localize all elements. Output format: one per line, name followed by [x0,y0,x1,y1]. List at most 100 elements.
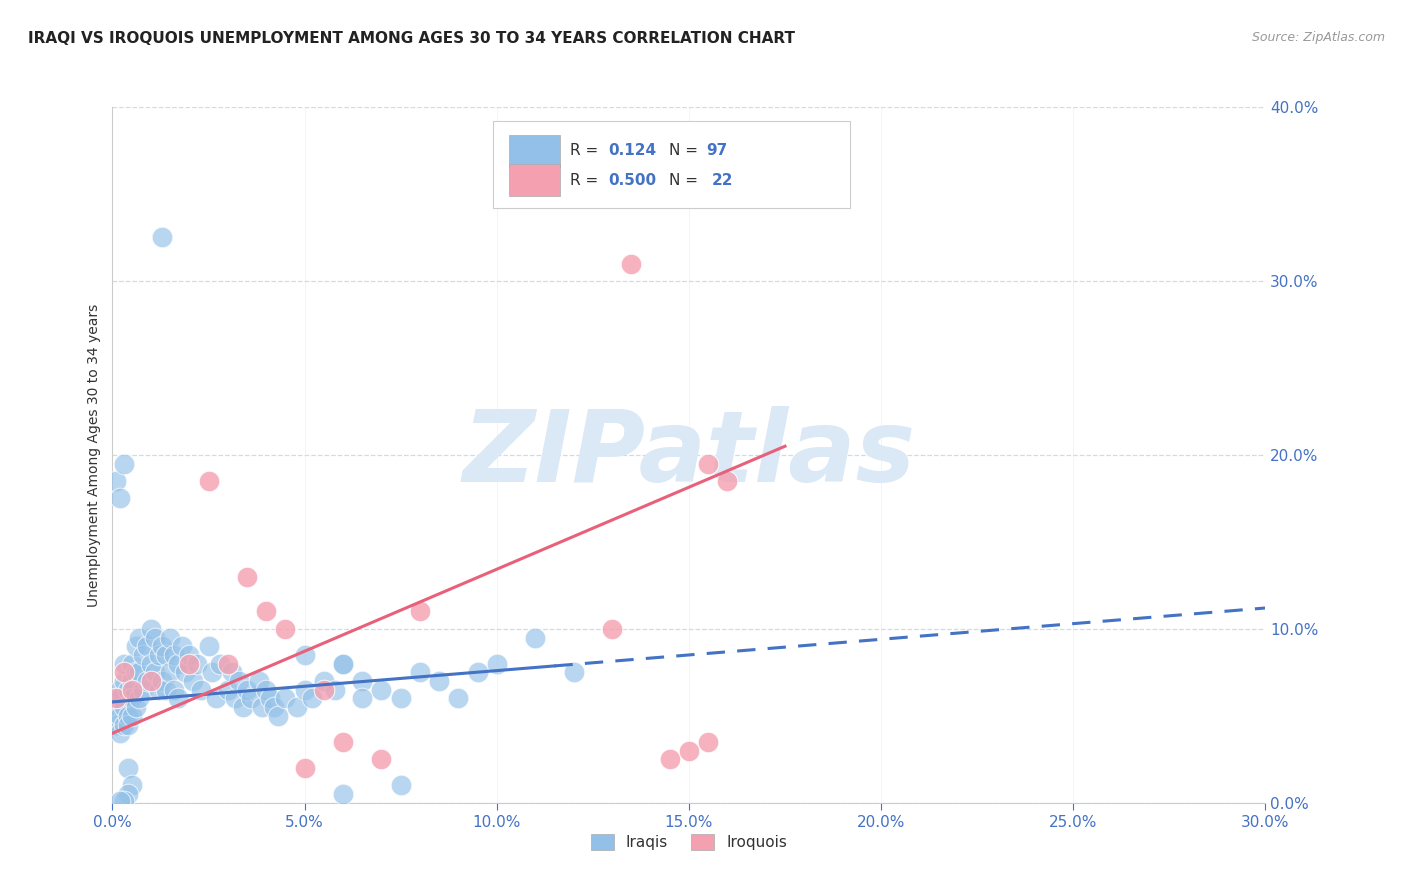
Point [294,682,316,697]
Point [332,657,354,671]
Point [117,708,139,723]
Point [152,639,174,653]
Point [148,648,170,662]
Point [197,474,219,488]
Point [332,787,354,801]
Point [155,682,177,697]
Point [108,726,131,740]
Point [190,682,212,697]
Text: 0.500: 0.500 [609,172,657,187]
Point [221,665,243,680]
Point [136,639,159,653]
Point [108,708,131,723]
Point [224,691,246,706]
Point [389,778,412,793]
Point [239,691,262,706]
Point [121,691,143,706]
Point [232,700,254,714]
Point [128,691,150,706]
Point [121,674,143,689]
Point [148,682,170,697]
Point [697,457,720,471]
Point [467,665,489,680]
Point [128,631,150,645]
Text: ZIPatlas: ZIPatlas [463,407,915,503]
Point [678,744,700,758]
Point [143,631,166,645]
Point [205,691,228,706]
Point [152,674,174,689]
FancyBboxPatch shape [509,164,560,196]
Text: 97: 97 [706,144,727,159]
Point [217,657,239,671]
Point [117,787,139,801]
Point [117,761,139,775]
Point [112,674,135,689]
Point [370,682,392,697]
Point [294,761,316,775]
Point [132,648,155,662]
Point [620,257,643,271]
Point [139,622,162,636]
Point [716,474,738,488]
Point [105,717,128,731]
Point [389,691,412,706]
Point [139,674,162,689]
Point [301,691,323,706]
Point [332,735,354,749]
Point [209,657,232,671]
Point [409,605,432,619]
Point [105,474,128,488]
Point [117,682,139,697]
Point [325,682,347,697]
Point [228,674,250,689]
Text: 0.124: 0.124 [609,144,657,159]
Point [112,717,135,731]
Point [201,665,224,680]
Point [294,648,316,662]
Point [254,605,277,619]
Point [108,794,131,808]
Text: N =: N = [669,144,703,159]
Text: IRAQI VS IROQUOIS UNEMPLOYMENT AMONG AGES 30 TO 34 YEARS CORRELATION CHART: IRAQI VS IROQUOIS UNEMPLOYMENT AMONG AGE… [28,31,796,46]
Text: Source: ZipAtlas.com: Source: ZipAtlas.com [1251,31,1385,45]
Point [217,682,239,697]
Point [166,691,188,706]
Point [105,691,128,706]
Point [108,691,131,706]
Point [312,674,335,689]
Point [152,230,174,244]
Point [562,665,585,680]
Point [163,682,186,697]
Point [352,691,374,706]
Point [447,691,470,706]
Point [427,674,450,689]
Point [267,708,290,723]
Point [121,708,143,723]
FancyBboxPatch shape [494,121,851,208]
Point [352,674,374,689]
Point [112,794,135,808]
Point [247,674,270,689]
Point [105,700,128,714]
Point [108,682,131,697]
Point [136,674,159,689]
Point [236,570,259,584]
Point [524,631,547,645]
Point [112,657,135,671]
Point [121,682,143,697]
Point [263,700,285,714]
Legend: Iraqis, Iroquois: Iraqis, Iroquois [583,827,794,858]
Point [159,665,181,680]
Point [155,648,177,662]
Point [117,717,139,731]
Point [274,622,297,636]
Point [236,682,259,697]
Point [143,665,166,680]
Text: R =: R = [571,144,603,159]
Point [600,622,623,636]
Point [174,665,197,680]
Point [124,665,146,680]
Point [121,657,143,671]
Point [132,682,155,697]
